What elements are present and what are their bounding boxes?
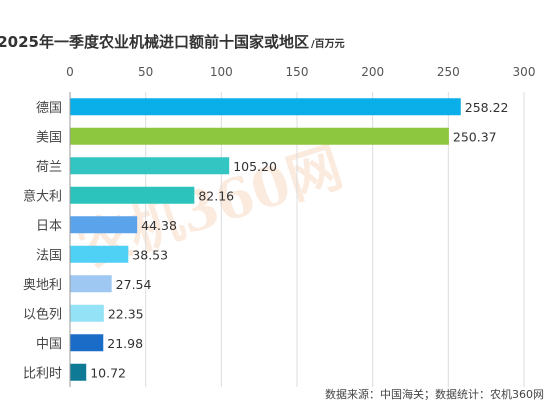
bar-7 xyxy=(70,304,104,322)
category-label-1: 美国 xyxy=(36,130,62,145)
category-label-0: 德国 xyxy=(36,101,62,116)
x-tick-label-0: 0 xyxy=(66,65,74,79)
data-label-4: 44.38 xyxy=(141,218,177,233)
bar-0 xyxy=(70,98,461,116)
data-labels: 258.22 250.37 105.20 82.16 44.38 38.53 27.54 22… xyxy=(90,100,508,381)
bar-1 xyxy=(70,127,449,145)
data-label-8: 21.98 xyxy=(107,336,143,351)
data-label-5: 38.53 xyxy=(132,247,168,262)
source-note: 数据来源：中国海关；数据统计：农机360网 xyxy=(325,387,544,401)
x-tick-label-4: 200 xyxy=(361,65,384,79)
category-label-7: 以色列 xyxy=(23,306,62,322)
x-tick-label-3: 150 xyxy=(286,65,309,79)
data-label-7: 22.35 xyxy=(108,306,144,321)
bar-8 xyxy=(70,334,104,352)
bars xyxy=(70,98,461,381)
category-label-2: 荷兰 xyxy=(36,160,62,175)
bar-9 xyxy=(70,363,87,381)
bar-5 xyxy=(70,245,129,263)
category-label-8: 中国 xyxy=(36,337,62,352)
category-label-4: 日本 xyxy=(36,219,62,234)
category-label-3: 意大利 xyxy=(23,188,62,204)
chart-title: 2025年一季度农业机械进口额前十国家或地区 xyxy=(0,33,309,51)
x-tick-label-1: 50 xyxy=(138,65,153,79)
data-label-2: 105.20 xyxy=(233,159,277,174)
category-label-9: 比利时 xyxy=(23,366,62,381)
data-label-9: 10.72 xyxy=(90,365,126,380)
bar-3 xyxy=(70,186,195,204)
chart-unit: /百万元 xyxy=(311,38,345,50)
x-axis-ticks: 0 50 100 150 200 250 300 xyxy=(66,65,535,79)
x-tick-label-6: 300 xyxy=(513,65,536,79)
data-label-0: 258.22 xyxy=(465,100,509,115)
x-tick-label-5: 250 xyxy=(437,65,460,79)
x-tick-label-2: 100 xyxy=(210,65,233,79)
data-label-1: 250.37 xyxy=(453,129,497,144)
category-label-6: 奥地利 xyxy=(23,278,62,293)
data-label-3: 82.16 xyxy=(198,188,234,203)
bar-6 xyxy=(70,275,112,293)
data-label-6: 27.54 xyxy=(116,277,152,292)
bar-4 xyxy=(70,216,138,234)
category-label-5: 法国 xyxy=(36,248,62,263)
bar-2 xyxy=(70,157,230,175)
